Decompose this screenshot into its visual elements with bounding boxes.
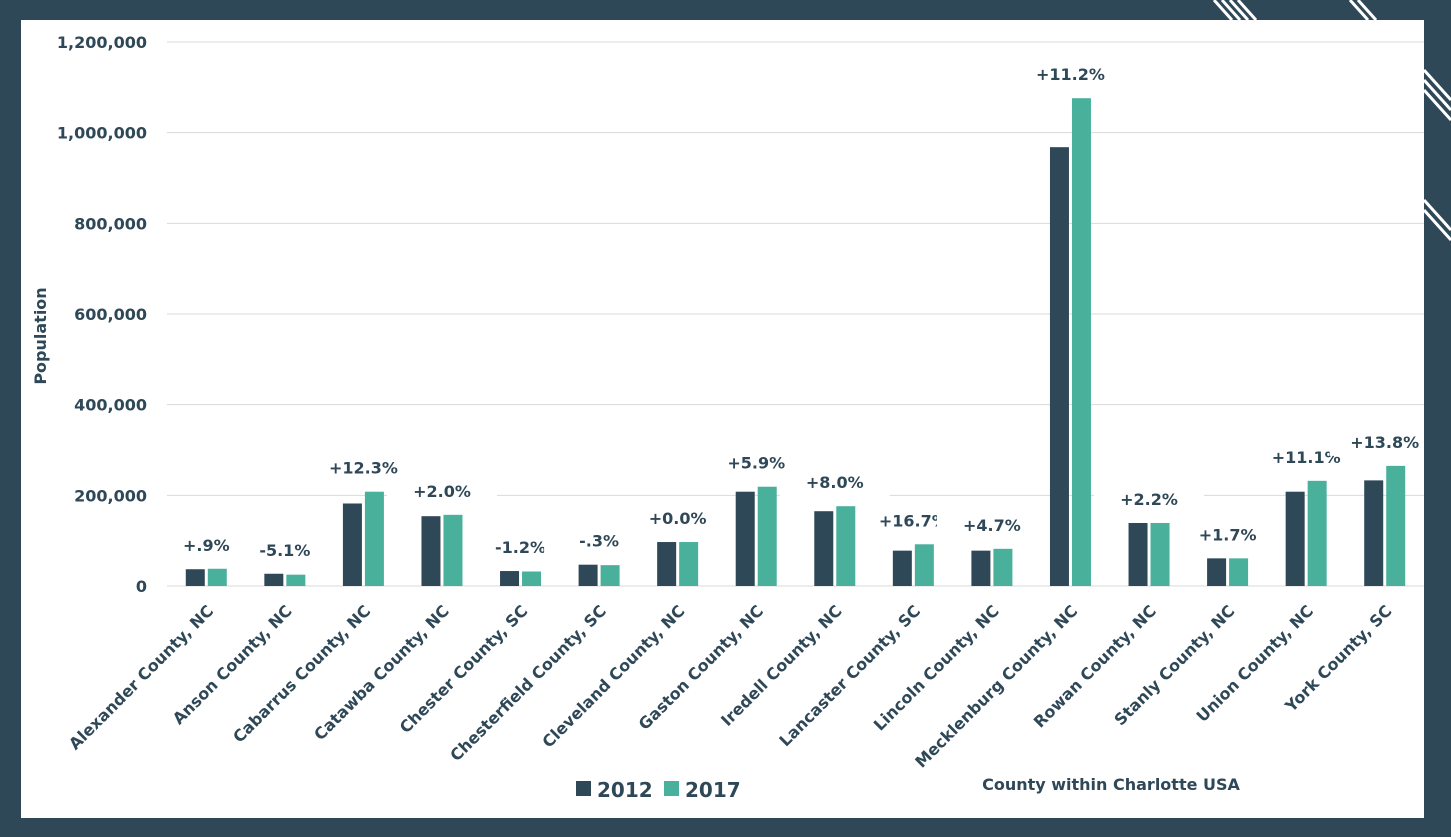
- bar-2017: [1229, 558, 1249, 586]
- change-annotation: +11.1%: [1272, 448, 1341, 467]
- bar-2012: [1128, 522, 1148, 586]
- bar-2017: [1307, 480, 1327, 586]
- bar-2012: [421, 516, 441, 586]
- bar-2017: [522, 571, 542, 586]
- annotation-background: [1015, 62, 1126, 89]
- change-annotation: +12.3%: [329, 459, 398, 478]
- annotation-background: [779, 470, 890, 497]
- annotation-background: [544, 528, 655, 555]
- bar-2017: [364, 491, 384, 586]
- annotation-background: [622, 506, 733, 533]
- bar-2012: [892, 550, 912, 586]
- y-tick-label: 200,000: [74, 486, 147, 505]
- bar-2017: [286, 574, 306, 586]
- change-annotation: +4.7%: [963, 516, 1021, 535]
- bar-2017: [679, 542, 699, 586]
- bar-2012: [1285, 491, 1305, 586]
- y-tick-label: 600,000: [74, 305, 147, 324]
- change-annotation: +.9%: [183, 536, 230, 555]
- y-tick-label: 0: [136, 577, 147, 596]
- change-annotation: -5.1%: [259, 541, 310, 560]
- annotation-background: [1329, 429, 1424, 456]
- corner-stripes-right: [1424, 68, 1451, 242]
- x-tick-label: Alexander County, NC: [65, 601, 217, 753]
- bar-2017: [1071, 98, 1091, 587]
- x-tick-label: Cleveland County, NC: [538, 601, 688, 751]
- bar-2017: [914, 544, 934, 586]
- x-tick-label: Cabarrus County, NC: [229, 601, 374, 746]
- bar-2012: [657, 542, 677, 586]
- chart-panel: 0 200,000 400,000 600,000 800,000 1,000,000 1,…: [21, 20, 1424, 818]
- legend-label-2012: 2012: [597, 778, 653, 802]
- y-tick-label: 1,000,000: [57, 124, 147, 143]
- bar-2012: [342, 503, 362, 586]
- change-annotation: +2.0%: [413, 482, 471, 501]
- annotation-background: [229, 537, 340, 564]
- change-annotation: +1.7%: [1199, 525, 1257, 544]
- bar-2012: [814, 511, 834, 586]
- bar-2017: [207, 568, 227, 586]
- x-tick-label: Lancaster County, SC: [775, 601, 924, 750]
- bar-2012: [735, 491, 755, 586]
- change-annotation: -.3%: [579, 532, 619, 551]
- y-tick-label: 1,200,000: [57, 33, 147, 52]
- legend-swatch-2012: [576, 781, 591, 796]
- population-bar-chart: 0 200,000 400,000 600,000 800,000 1,000,000 1,…: [31, 33, 1424, 802]
- bar-2012: [185, 569, 205, 586]
- change-annotation: +11.2%: [1036, 65, 1105, 84]
- bar-2017: [993, 548, 1013, 586]
- bar-2012: [578, 564, 598, 586]
- x-tick-label: Chester County, SC: [396, 601, 532, 737]
- y-tick-label: 400,000: [74, 396, 147, 415]
- bar-2017: [443, 514, 463, 586]
- bar-2012: [500, 571, 520, 586]
- legend: 2012 2017: [576, 778, 741, 802]
- change-annotation: +13.8%: [1350, 433, 1419, 452]
- legend-swatch-2017: [664, 781, 679, 796]
- y-tick-label: 800,000: [74, 214, 147, 233]
- annotation-background: [1172, 522, 1283, 549]
- change-annotation: -1.2%: [495, 538, 546, 557]
- x-axis-title: County within Charlotte USA: [982, 775, 1240, 794]
- annotation-background: [308, 455, 419, 482]
- bar-2017: [1150, 522, 1170, 586]
- change-annotation: +16.7%: [879, 511, 948, 530]
- bar-2012: [1364, 480, 1384, 586]
- bar-2017: [757, 486, 777, 586]
- change-annotation: +2.2%: [1120, 490, 1178, 509]
- bar-2017: [600, 565, 620, 586]
- legend-label-2017: 2017: [685, 778, 741, 802]
- bar-2012: [971, 550, 991, 586]
- x-tick-label: Mecklenburg County, NC: [911, 601, 1081, 771]
- annotation-background: [386, 478, 497, 505]
- x-tick-label: Catawba County, NC: [310, 601, 453, 744]
- bar-2012: [1207, 558, 1227, 586]
- change-annotation: +0.0%: [649, 509, 707, 528]
- bar-2017: [1386, 465, 1406, 586]
- annotation-background: [936, 512, 1047, 539]
- bar-2012: [1049, 147, 1069, 586]
- bar-2012: [264, 573, 284, 586]
- change-annotation: +5.9%: [727, 454, 785, 473]
- y-axis-title: Population: [31, 287, 50, 384]
- annotation-background: [1094, 486, 1205, 513]
- bar-2017: [836, 506, 856, 586]
- corner-stripes-top: [1212, 0, 1378, 20]
- change-annotation: +8.0%: [806, 473, 864, 492]
- x-tick-label: Chesterfield County, SC: [446, 601, 610, 765]
